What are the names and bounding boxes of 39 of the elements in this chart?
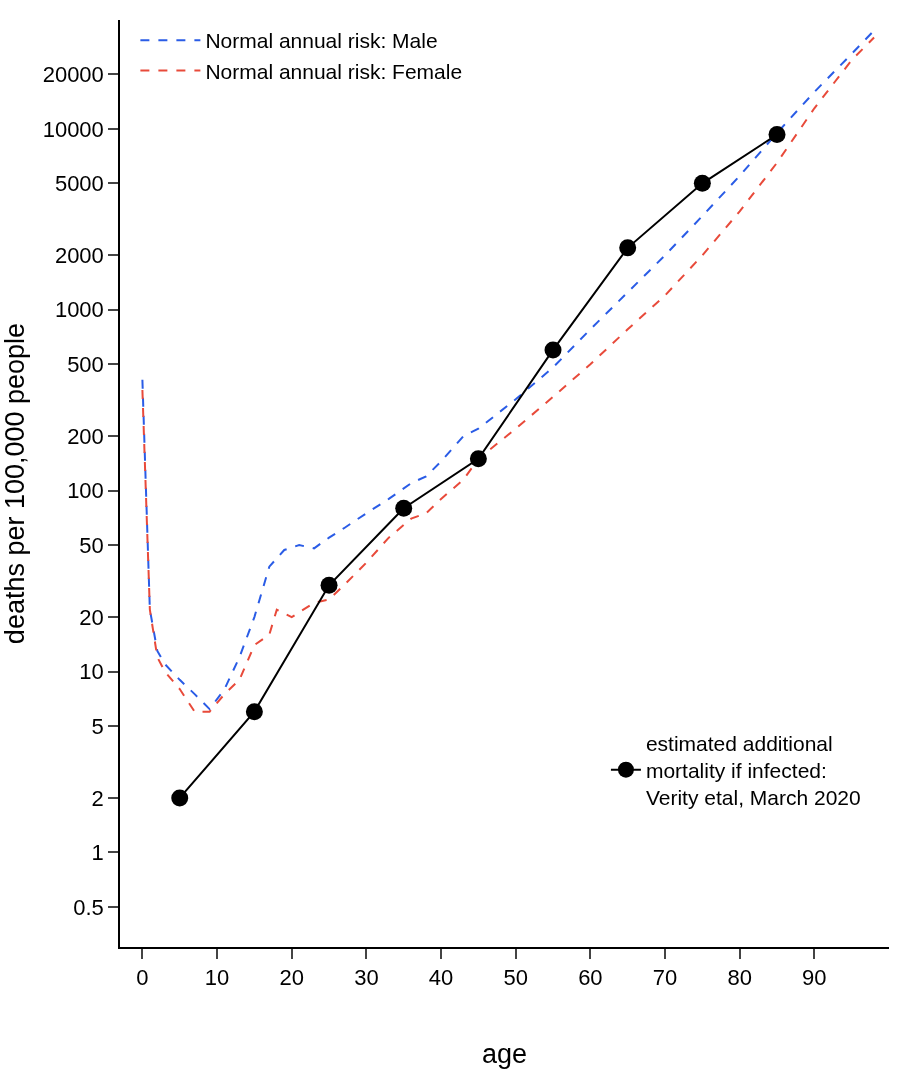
y-tick-label: 20 (79, 604, 104, 630)
x-tick-label: 70 (652, 965, 678, 991)
x-axis-title: age (481, 1039, 528, 1070)
y-tick-label: 10 (79, 659, 104, 685)
y-tick-label: 10000 (42, 116, 104, 142)
y-tick-label: 50 (79, 532, 104, 558)
x-tick-label: 20 (279, 965, 304, 991)
point (171, 789, 189, 807)
x-tick-label: 30 (354, 965, 379, 991)
point (320, 576, 338, 594)
legend-label: estimated additional mortality if infected: Verity etal, March 2020 (645, 731, 861, 810)
y-tick-label: 20000 (42, 62, 104, 88)
y-tick-label: 0.5 (73, 894, 104, 920)
x-tick-label: 0 (136, 965, 149, 991)
point (768, 126, 786, 144)
point (544, 341, 562, 359)
legend-label: Normal annual risk: Male (205, 29, 438, 53)
y-tick-label: 200 (67, 423, 104, 449)
x-tick-label: 80 (727, 965, 752, 991)
y-tick-label: 500 (67, 351, 104, 377)
point (619, 239, 637, 257)
legend-label: Normal annual risk: Female (205, 59, 463, 83)
y-axis-title: deaths per 100,000 people (0, 322, 30, 645)
point (395, 499, 413, 517)
y-tick-label: 5 (91, 713, 104, 739)
x-tick-label: 40 (428, 965, 454, 991)
y-tick-label: 100 (67, 478, 104, 504)
point (469, 450, 487, 468)
y-tick-label: 1 (91, 840, 104, 866)
x-tick-label: 60 (578, 965, 603, 991)
x-tick-label: 10 (204, 965, 230, 991)
y-tick-label: 2 (91, 785, 104, 811)
y-tick-label: 5000 (54, 171, 104, 197)
point (245, 703, 263, 721)
x-tick-label: 50 (503, 965, 528, 991)
point (693, 174, 711, 192)
y-tick-label: 2000 (54, 243, 104, 269)
x-tick-label: 90 (802, 965, 827, 991)
y-tick-label: 1000 (54, 297, 104, 323)
